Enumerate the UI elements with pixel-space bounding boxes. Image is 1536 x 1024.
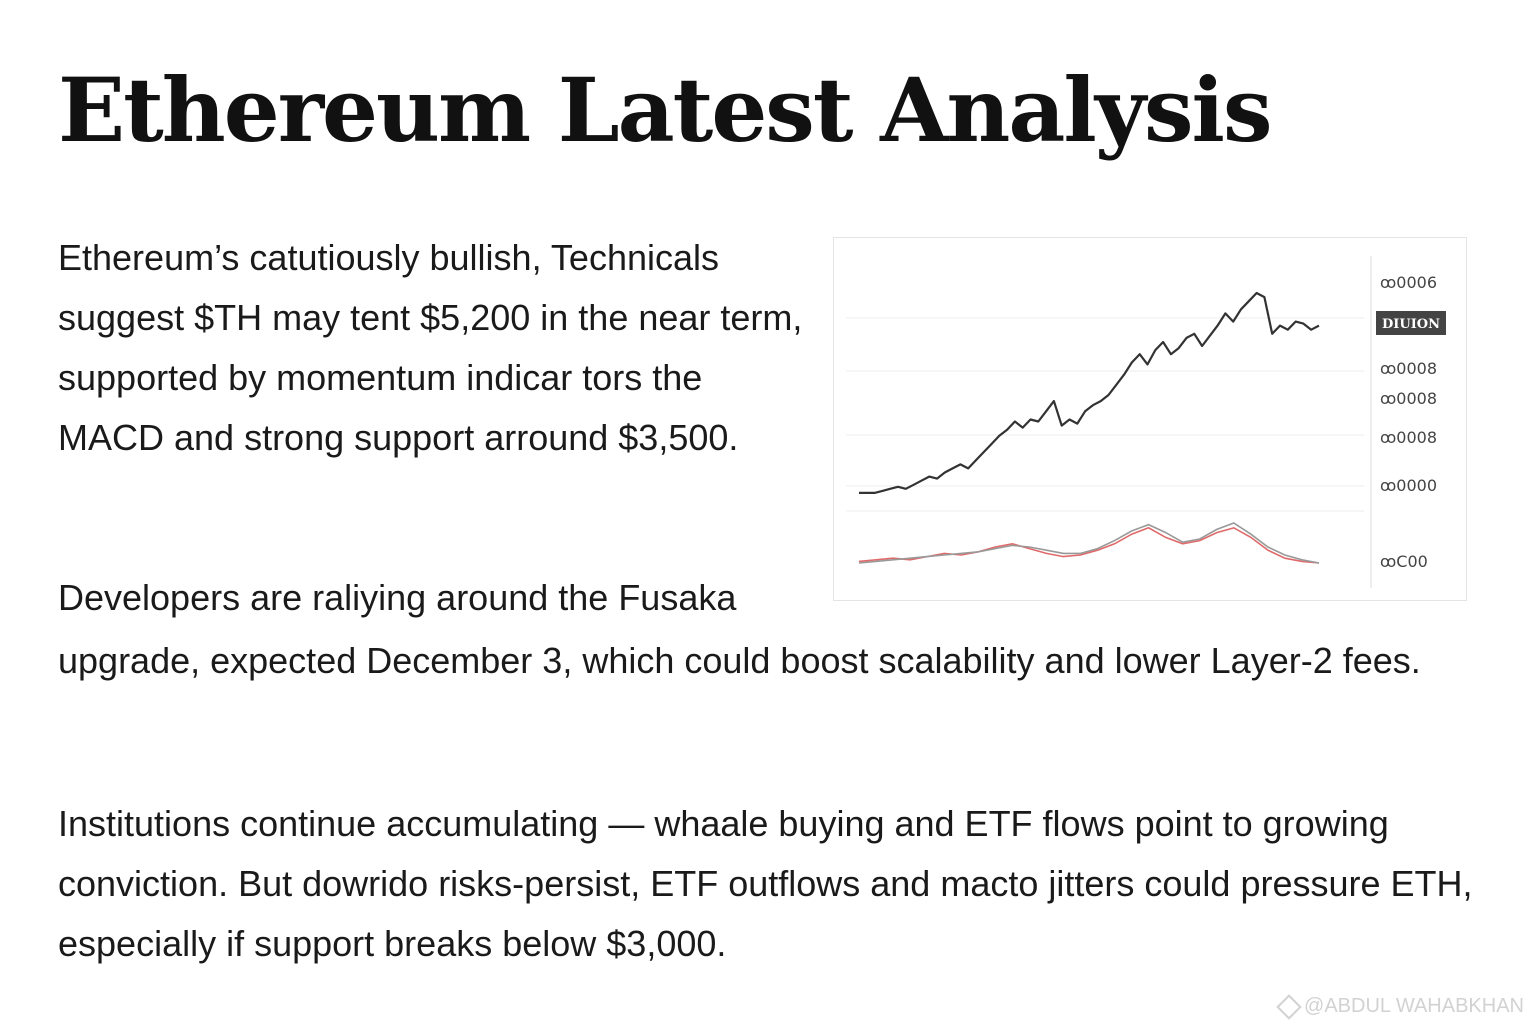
watermark-text: @ABDUL WAHABKHAN [1304, 995, 1524, 1017]
chart-signal-line [858, 522, 1320, 564]
diamond-logo-icon [1276, 993, 1302, 1020]
chart-y-tick-label: ꝏ0008 [1380, 389, 1437, 408]
chart-indicator-tick-label: ꝏC00 [1380, 552, 1428, 571]
chart-y-tick-label: ꝏ0006 [1380, 273, 1437, 292]
price-chart: ꝏ0006 ꝏ0008 ꝏ0008 ꝏ0008 ꝏ0000 ꝏC00 DIUION [833, 237, 1467, 601]
chart-svg: ꝏ0006 ꝏ0008 ꝏ0008 ꝏ0008 ꝏ0000 ꝏC00 DIUION [846, 256, 1446, 588]
chart-grid [846, 317, 1364, 512]
chart-indicator-lines [858, 522, 1320, 564]
paragraph-upgrade-line1: Developers are raliying around the Fusak… [58, 577, 737, 618]
chart-badge [1376, 311, 1446, 335]
paragraph-institutions: Institutions continue accumulating — wha… [58, 803, 1473, 964]
chart-y-tick-label: ꝏ0008 [1380, 359, 1437, 378]
chart-badge-label: DIUION [1382, 317, 1440, 332]
chart-price-line [859, 291, 1320, 494]
watermark: @ABDUL WAHABKHAN [1276, 993, 1524, 1020]
page-title: Ethereum Latest Analysis [58, 58, 1272, 162]
chart-y-tick-label: ꝏ0000 [1380, 476, 1437, 495]
paragraph-outlook: Ethereum’s catutiously bullish, Technica… [58, 237, 803, 458]
chart-y-tick-label: ꝏ0008 [1380, 428, 1437, 447]
paragraph-upgrade-rest: upgrade, expected December 3, which coul… [58, 640, 1421, 681]
chart-tick-labels: ꝏ0006 ꝏ0008 ꝏ0008 ꝏ0008 ꝏ0000 ꝏC00 [1380, 273, 1437, 571]
